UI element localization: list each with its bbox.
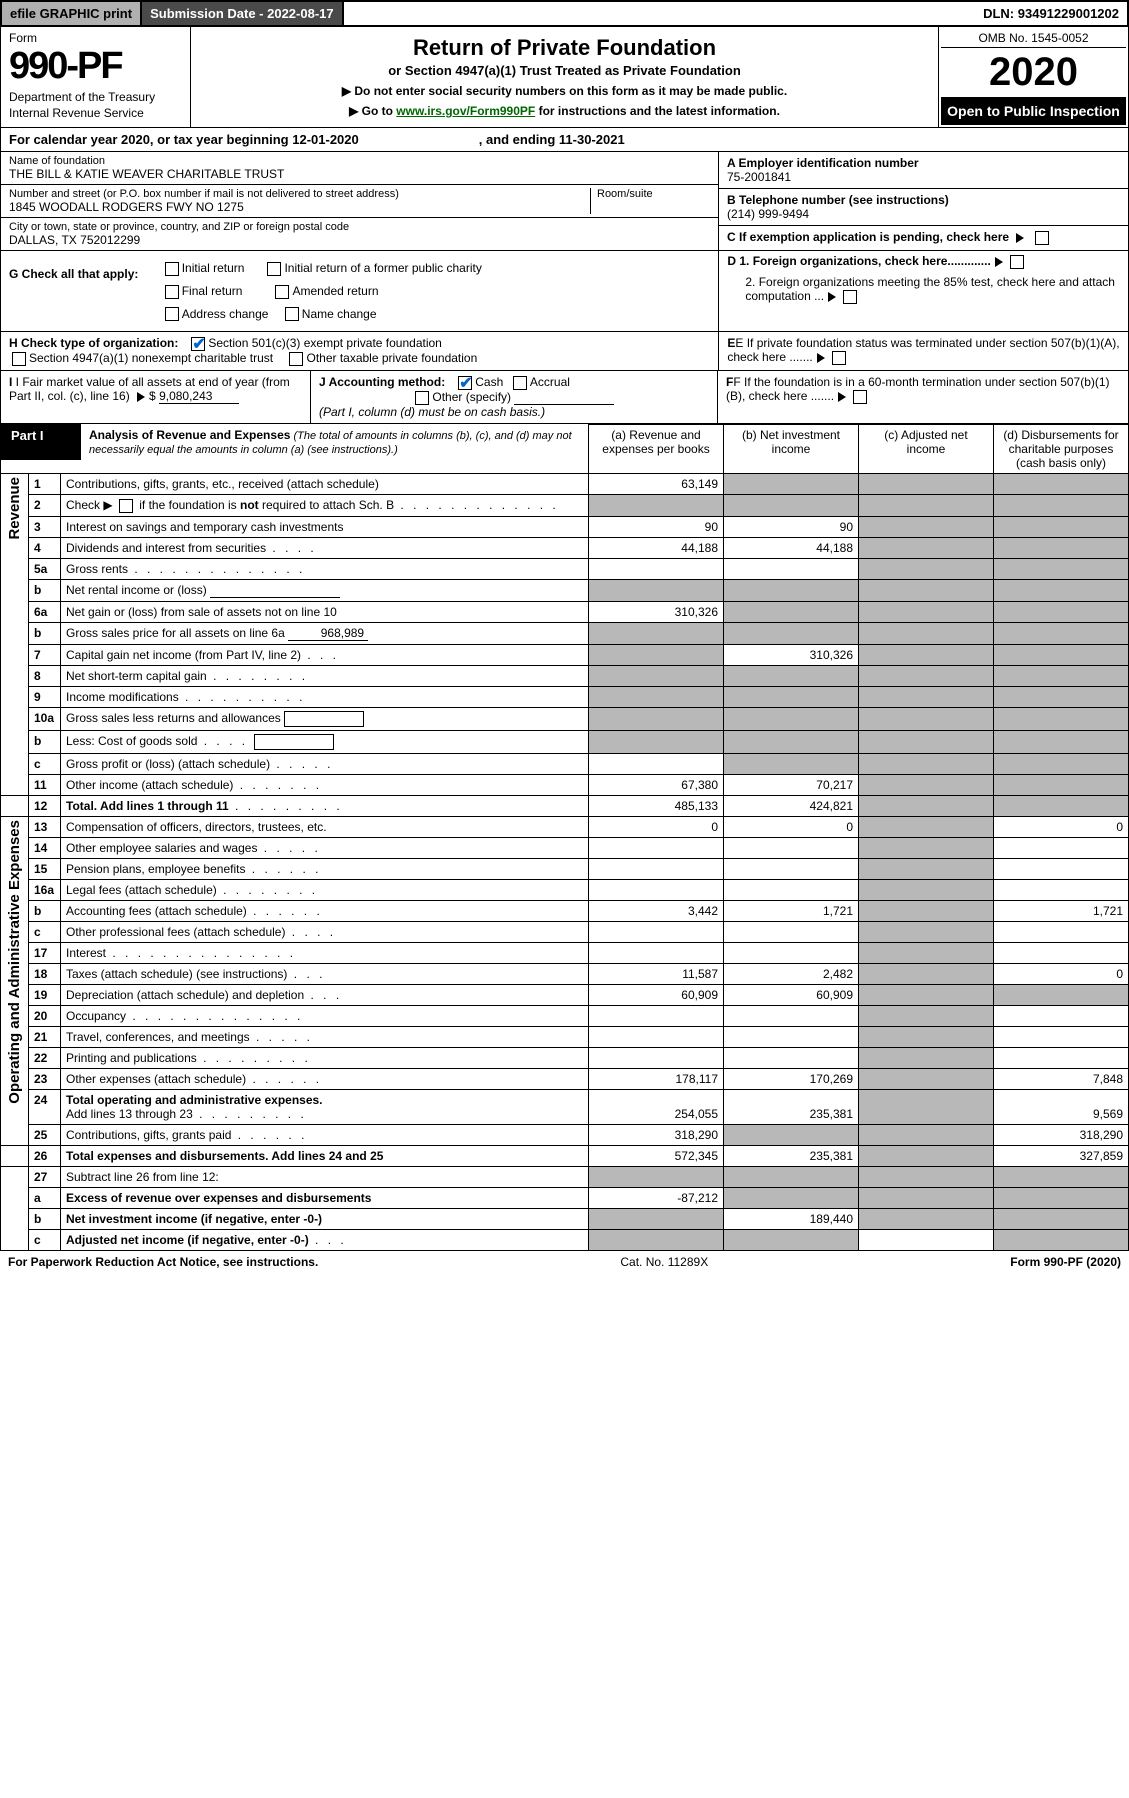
ein: 75-2001841 bbox=[727, 170, 1120, 184]
f-checkbox[interactable] bbox=[853, 390, 867, 404]
calendar-year-row: For calendar year 2020, or tax year begi… bbox=[0, 128, 1129, 152]
part1-table: Part I Analysis of Revenue and Expenses … bbox=[0, 424, 1129, 1251]
arrow-icon bbox=[828, 292, 836, 302]
h-e-section: H Check type of organization: Section 50… bbox=[0, 332, 1129, 371]
top-bar: efile GRAPHIC print Submission Date - 20… bbox=[0, 0, 1129, 27]
revenue-section-label: Revenue bbox=[6, 477, 23, 540]
foundation-name: THE BILL & KATIE WEAVER CHARITABLE TRUST bbox=[9, 167, 710, 181]
final-return-checkbox[interactable] bbox=[165, 285, 179, 299]
entity-section: Name of foundation THE BILL & KATIE WEAV… bbox=[0, 152, 1129, 251]
cash-checkbox[interactable] bbox=[458, 376, 472, 390]
form-990pf-label: 990-PF bbox=[9, 45, 182, 88]
city-state-zip: DALLAS, TX 752012299 bbox=[9, 233, 710, 247]
page-footer: For Paperwork Reduction Act Notice, see … bbox=[0, 1251, 1129, 1273]
arrow-icon bbox=[1016, 233, 1024, 243]
efile-print-button[interactable]: efile GRAPHIC print bbox=[2, 2, 142, 25]
part1-label: Part I bbox=[1, 424, 81, 460]
arrow-icon bbox=[838, 392, 846, 402]
d1-checkbox[interactable] bbox=[1010, 255, 1024, 269]
submission-date: Submission Date - 2022-08-17 bbox=[142, 2, 344, 25]
name-change-checkbox[interactable] bbox=[285, 307, 299, 321]
form990pf-link[interactable]: www.irs.gov/Form990PF bbox=[396, 104, 535, 118]
fmv-value: 9,080,243 bbox=[159, 389, 239, 404]
other-method-checkbox[interactable] bbox=[415, 391, 429, 405]
c-checkbox[interactable] bbox=[1035, 231, 1049, 245]
4947a1-checkbox[interactable] bbox=[12, 352, 26, 366]
initial-return-checkbox[interactable] bbox=[165, 262, 179, 276]
i-j-f-section: I I Fair market value of all assets at e… bbox=[0, 371, 1129, 424]
amended-return-checkbox[interactable] bbox=[275, 285, 289, 299]
e-checkbox[interactable] bbox=[832, 351, 846, 365]
accrual-checkbox[interactable] bbox=[513, 376, 527, 390]
form-header: Form 990-PF Department of the Treasury I… bbox=[0, 27, 1129, 128]
arrow-icon bbox=[995, 257, 1003, 267]
other-taxable-checkbox[interactable] bbox=[289, 352, 303, 366]
d2-checkbox[interactable] bbox=[843, 290, 857, 304]
address-change-checkbox[interactable] bbox=[165, 307, 179, 321]
schb-checkbox[interactable] bbox=[119, 499, 133, 513]
form-title: Return of Private Foundation or Section … bbox=[191, 27, 938, 127]
dln: DLN: 93491229001202 bbox=[975, 2, 1127, 25]
form-number-box: Form 990-PF Department of the Treasury I… bbox=[1, 27, 191, 127]
arrow-icon bbox=[817, 353, 825, 363]
year-box: OMB No. 1545-0052 2020 Open to Public In… bbox=[938, 27, 1128, 127]
501c3-checkbox[interactable] bbox=[191, 337, 205, 351]
street-address: 1845 WOODALL RODGERS FWY NO 1275 bbox=[9, 200, 590, 214]
phone: (214) 999-9494 bbox=[727, 207, 1120, 221]
arrow-icon bbox=[137, 392, 145, 402]
initial-return-former-checkbox[interactable] bbox=[267, 262, 281, 276]
g-d-section: G Check all that apply: Initial return I… bbox=[0, 251, 1129, 332]
opex-section-label: Operating and Administrative Expenses bbox=[6, 820, 23, 1104]
